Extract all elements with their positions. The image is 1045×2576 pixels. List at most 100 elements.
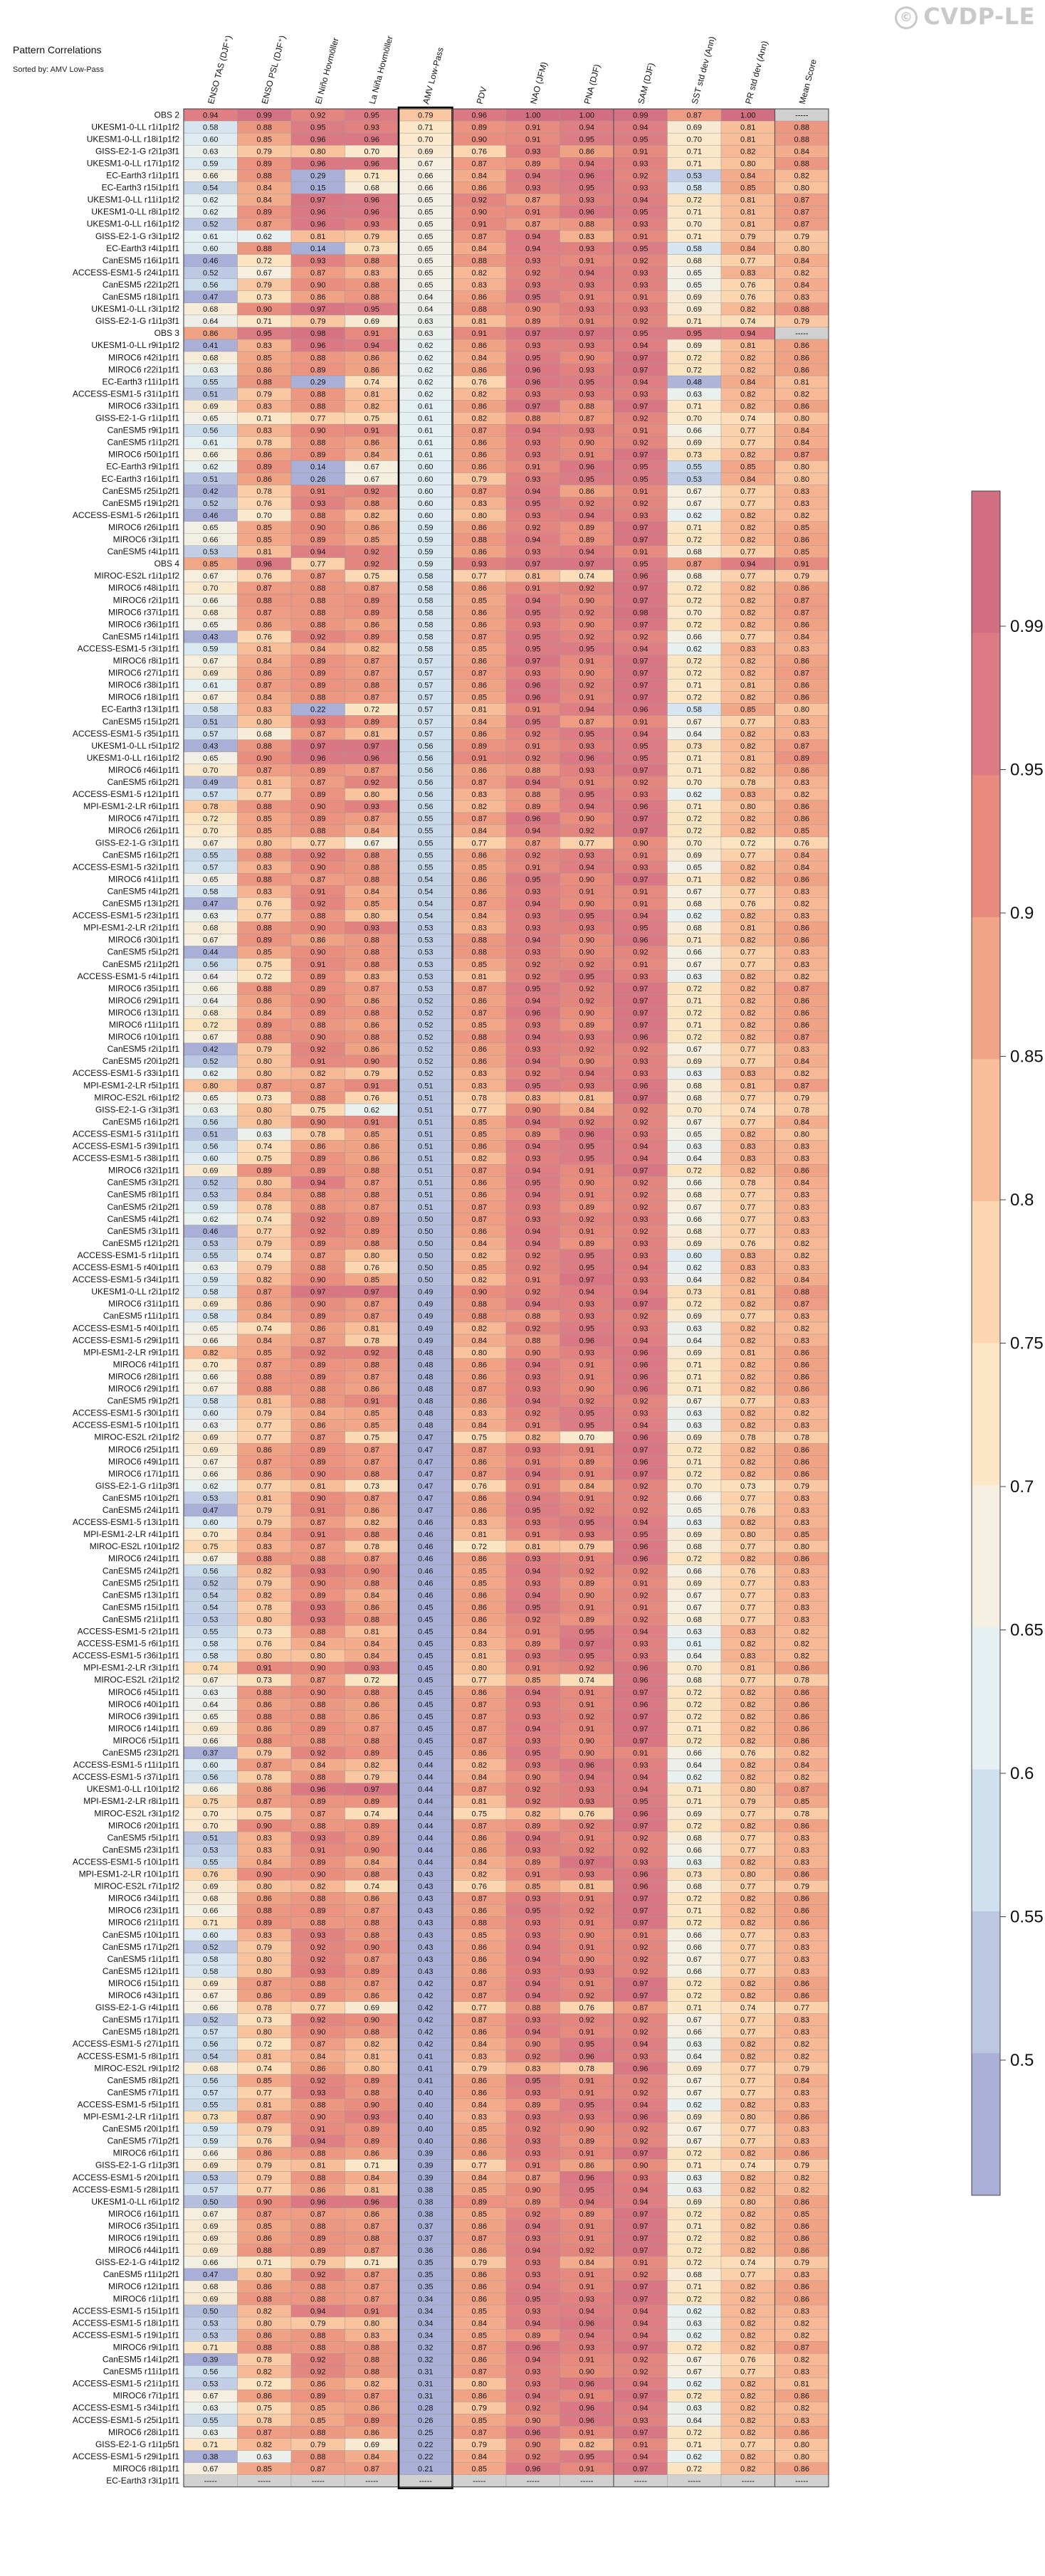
cell-value: 0.67 — [364, 463, 379, 472]
cell-value: 0.81 — [310, 233, 325, 241]
cell-value: 0.58 — [418, 572, 433, 581]
cell-value: 0.70 — [203, 1810, 218, 1818]
cell-value: 0.94 — [525, 1167, 540, 1176]
cell-value: 0.87 — [472, 1470, 487, 1479]
cell-value: 0.72 — [687, 2150, 702, 2158]
cell-value: 0.87 — [794, 451, 809, 460]
cell-value: 0.95 — [525, 1179, 540, 1188]
cell-value: 0.77 — [472, 2004, 487, 2012]
cell-value: 0.93 — [579, 2343, 594, 2352]
row-label: ACCESS-ESM1-5 r26i1p1f1 — [73, 510, 179, 520]
row-label: MIROC-ES2L r2i1p1f2 — [94, 1675, 179, 1685]
cell-value: 0.88 — [364, 1470, 379, 1479]
cell-value: 0.60 — [203, 1931, 218, 1940]
cell-value: 0.82 — [740, 451, 755, 460]
cell-value: 0.61 — [418, 451, 433, 460]
colorbar-segment — [972, 1911, 1000, 2054]
cell-value: 0.89 — [310, 1155, 325, 1163]
cell-value: 0.91 — [579, 1725, 594, 1733]
cell-value: 0.77 — [740, 1215, 755, 1224]
cell-value: 0.85 — [364, 900, 379, 909]
cell-value: 0.90 — [310, 1664, 325, 1673]
cell-value: 0.46 — [203, 512, 218, 520]
cell-value: 0.96 — [633, 1033, 648, 1042]
cell-value: 0.79 — [310, 317, 325, 326]
cell-value: 0.77 — [740, 2076, 755, 2085]
cell-value: 0.68 — [687, 257, 702, 265]
cell-value: 0.91 — [472, 221, 487, 229]
cell-value: 0.72 — [472, 1543, 487, 1551]
cell-value: 0.88 — [364, 1579, 379, 1588]
cell-value: 0.86 — [794, 1725, 809, 1733]
cell-value: 0.82 — [740, 2429, 755, 2437]
cell-value: 0.43 — [418, 1943, 433, 1952]
cell-value: 0.52 — [203, 1943, 218, 1952]
copyright-icon: © — [895, 6, 918, 29]
cell-value: 0.84 — [364, 827, 379, 835]
cell-value: 0.93 — [579, 1348, 594, 1357]
cell-value: 0.93 — [633, 863, 648, 872]
cell-value: 0.86 — [794, 1737, 809, 1746]
colorbar-segment — [972, 1485, 1000, 1628]
cell-value: 0.82 — [257, 2368, 272, 2377]
cell-value: 0.92 — [633, 2016, 648, 2025]
cell-value: 0.82 — [740, 1640, 755, 1649]
cell-value: 0.92 — [579, 2016, 594, 2025]
cell-value: 0.87 — [364, 1555, 379, 1563]
cell-value: 0.90 — [579, 621, 594, 629]
cell-value: 0.79 — [257, 1410, 272, 1418]
cell-value: 0.95 — [525, 633, 540, 641]
cell-value: 0.88 — [310, 2295, 325, 2303]
cell-value: 0.74 — [364, 1810, 379, 1818]
cell-value: 0.92 — [633, 317, 648, 326]
cell-value: 0.96 — [633, 572, 648, 581]
cell-value: 0.86 — [794, 2150, 809, 2158]
cell-value: 0.82 — [740, 2150, 755, 2158]
cell-value: 0.88 — [257, 245, 272, 253]
cell-value: 0.69 — [687, 1810, 702, 1818]
cell-value: 0.68 — [203, 924, 218, 933]
cell-value: 0.86 — [794, 1021, 809, 1030]
cell-value: 0.88 — [310, 1628, 325, 1637]
cell-value: 0.94 — [633, 1422, 648, 1430]
cell-value: 0.88 — [310, 2222, 325, 2231]
cell-value: 0.59 — [203, 645, 218, 653]
cell-value: 0.96 — [579, 2405, 594, 2413]
cell-value: 0.49 — [203, 778, 218, 787]
cell-value: 0.43 — [418, 1931, 433, 1940]
cell-value: 0.72 — [257, 973, 272, 981]
cell-value: 0.42 — [418, 2040, 433, 2049]
cell-value: 0.71 — [257, 415, 272, 423]
cell-value: 0.83 — [472, 500, 487, 508]
cell-value: 0.82 — [794, 2186, 809, 2195]
cell-value: 0.91 — [579, 658, 594, 666]
row-label: MIROC6 r45i1p1f1 — [108, 1687, 179, 1697]
cell-value: 0.92 — [633, 949, 648, 957]
cell-value: 0.94 — [310, 548, 325, 556]
cell-value: 0.96 — [310, 1785, 325, 1794]
cell-value: 0.71 — [687, 1361, 702, 1369]
cell-value: 0.81 — [740, 196, 755, 205]
colorbar-segment — [972, 1769, 1000, 1912]
cell-value: 0.56 — [203, 1773, 218, 1782]
cell-value: 0.94 — [310, 1179, 325, 1188]
cell-value: 0.84 — [794, 1179, 809, 1188]
cell-value: 0.79 — [257, 2162, 272, 2170]
cell-value: 0.85 — [257, 536, 272, 544]
cell-value: 0.62 — [687, 791, 702, 799]
cell-value: 0.94 — [525, 1955, 540, 1964]
cell-value: 0.83 — [794, 645, 809, 653]
cell-value: 0.87 — [257, 584, 272, 593]
cell-value: 0.86 — [257, 1992, 272, 2000]
cell-value: 0.86 — [472, 1045, 487, 1054]
cell-value: 0.85 — [203, 560, 218, 569]
cell-value: 0.79 — [418, 111, 433, 120]
cell-value: 0.94 — [364, 342, 379, 350]
cell-value: 0.43 — [418, 1883, 433, 1891]
cell-value: 0.84 — [257, 1531, 272, 1539]
cell-value: 0.71 — [687, 147, 702, 156]
cell-value: 0.87 — [310, 1519, 325, 1527]
cell-value: 0.92 — [310, 851, 325, 860]
cell-value: 0.83 — [794, 293, 809, 302]
cell-value: 0.90 — [310, 2113, 325, 2122]
